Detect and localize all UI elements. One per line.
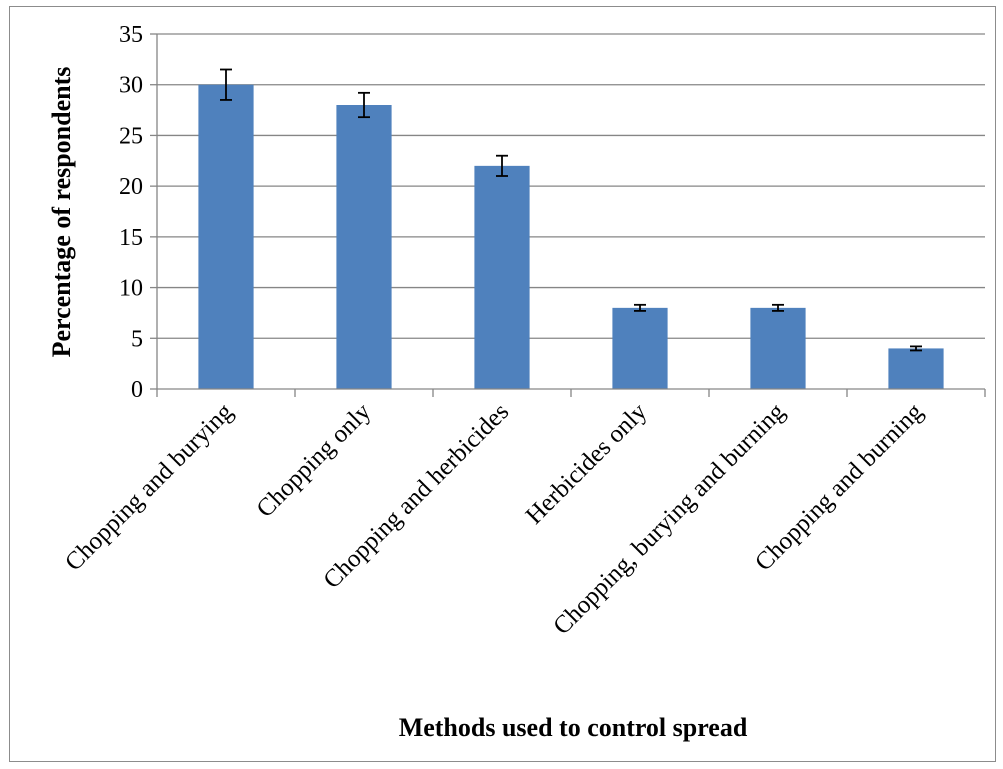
x-category-label: Chopping, burying and burning [548,398,790,640]
bar [612,307,668,389]
x-category-label: Chopping only [252,398,377,523]
y-tick-label: 25 [119,123,143,149]
bar [336,105,392,389]
bar [888,348,944,389]
x-category-label: Chopping and burying [60,398,239,577]
y-tick-label: 20 [119,174,143,200]
bars [198,84,944,389]
bar [198,84,254,389]
x-axis-title: Methods used to control spread [399,713,748,742]
bar [474,165,530,389]
y-tick-label: 5 [131,326,143,352]
y-axis-title: Percentage of respondents [47,67,76,358]
error-bars [220,68,922,352]
gridlines [157,33,985,339]
x-category-label: Herbicides only [521,398,653,530]
y-tick-label: 10 [119,276,143,302]
y-tick-label: 15 [119,225,143,251]
y-tick-label: 30 [119,73,143,99]
y-tick-label: 35 [119,22,143,48]
axes [150,33,986,397]
bar [750,307,806,389]
y-tick-label: 0 [131,377,143,403]
y-tick-labels: 0 5 10 15 20 25 30 35 [119,22,143,403]
x-category-labels: Chopping and burying Chopping only Choppin… [60,398,929,640]
